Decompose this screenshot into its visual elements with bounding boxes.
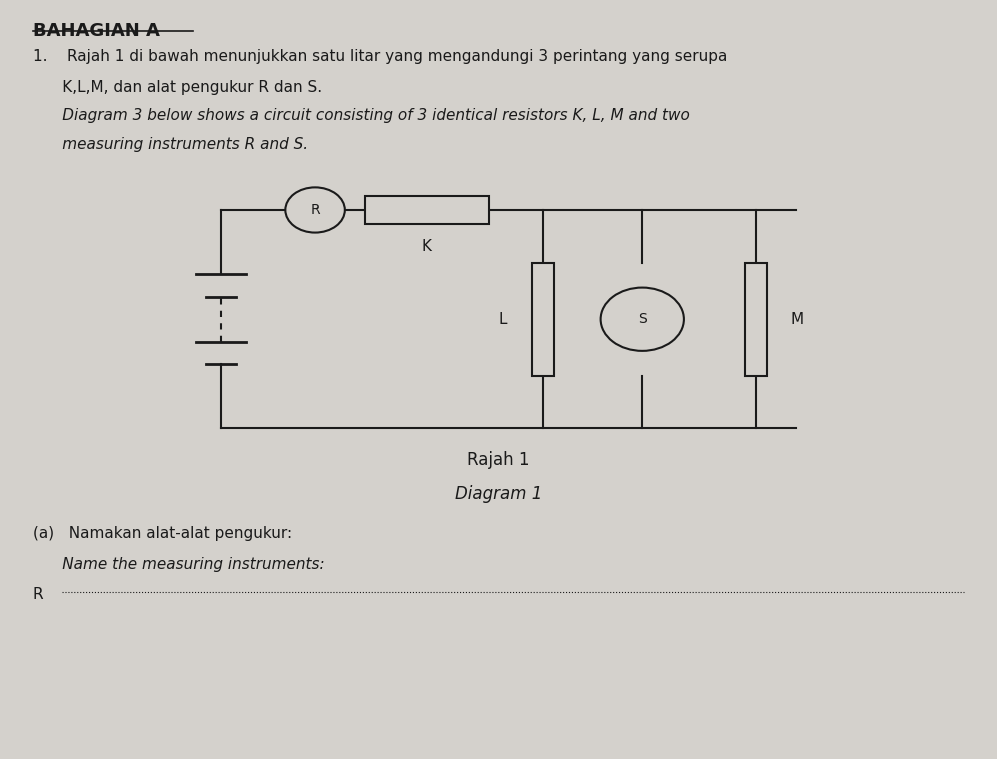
Text: L: L [498,312,506,326]
Text: measuring instruments R and S.: measuring instruments R and S. [33,137,308,152]
Text: Rajah 1: Rajah 1 [468,451,529,469]
Text: (a)   Namakan alat-alat pengukur:: (a) Namakan alat-alat pengukur: [33,527,292,541]
Circle shape [600,288,684,351]
Text: Diagram 1: Diagram 1 [455,485,542,503]
Text: S: S [638,312,647,326]
Text: BAHAGIAN A: BAHAGIAN A [33,21,160,39]
Text: K,L,M, dan alat pengukur R dan S.: K,L,M, dan alat pengukur R dan S. [33,80,322,95]
Circle shape [285,187,345,232]
Text: 1.    Rajah 1 di bawah menunjukkan satu litar yang mengandungi 3 perintang yang : 1. Rajah 1 di bawah menunjukkan satu lit… [33,49,727,65]
Text: Diagram 3 below shows a circuit consisting of 3 identical resistors K, L, M and : Diagram 3 below shows a circuit consisti… [33,109,689,123]
Text: K: K [422,239,432,254]
FancyBboxPatch shape [746,263,767,376]
Text: R: R [310,203,320,217]
Text: M: M [791,312,804,326]
Text: R: R [33,587,43,602]
FancyBboxPatch shape [365,196,489,225]
FancyBboxPatch shape [532,263,554,376]
Text: Name the measuring instruments:: Name the measuring instruments: [33,556,324,572]
